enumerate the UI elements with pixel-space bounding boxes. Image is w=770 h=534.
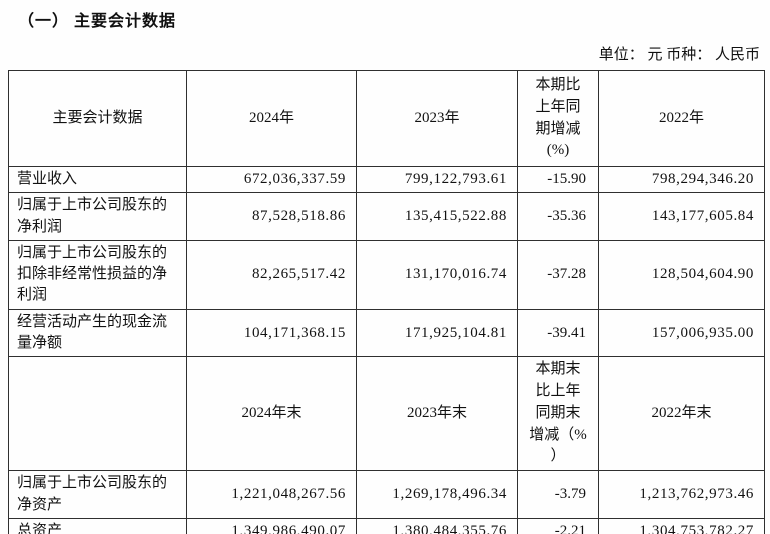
table-header-end-of-year: 2024年末 2023年末 本期末 比上年 同期末 增减（% ） 2022年末 xyxy=(8,356,765,472)
header-year-2022: 2022年 xyxy=(598,70,765,167)
row-label: 归属于上市公司股东的净资产 xyxy=(8,470,187,520)
table-header-annual: 主要会计数据 2024年 2023年 本期比 上年同 期增减 (%) 2022年 xyxy=(8,70,765,167)
value-yoy-pct: -37.28 xyxy=(517,239,599,310)
row-label: 经营活动产生的现金流量净额 xyxy=(8,308,187,358)
value-2022: 798,294,346.20 xyxy=(598,165,765,194)
value-2023: 799,122,793.61 xyxy=(356,165,518,194)
value-2024: 672,036,337.59 xyxy=(186,165,357,194)
value-2023: 1,380,484,355.76 xyxy=(356,518,518,534)
unit-currency-line: 单位： 元 币种： 人民币 xyxy=(598,47,760,63)
header-end-2024: 2024年末 xyxy=(186,356,357,472)
header-empty-cell xyxy=(8,356,187,472)
table-row-total-assets: 总资产 1,349,986,490.07 1,380,484,355.76 -2… xyxy=(8,518,765,534)
table-row-net-assets: 归属于上市公司股东的净资产 1,221,048,267.56 1,269,178… xyxy=(8,470,765,520)
value-2022: 143,177,605.84 xyxy=(598,192,765,241)
value-yoy-pct: -2.21 xyxy=(517,518,599,534)
table-row-net-profit: 归属于上市公司股东的净利润 87,528,518.86 135,415,522.… xyxy=(8,192,765,241)
value-yoy-pct: -15.90 xyxy=(517,165,599,194)
header-year-2024: 2024年 xyxy=(186,70,357,167)
value-2023: 135,415,522.88 xyxy=(356,192,518,241)
accounting-data-table: 主要会计数据 2024年 2023年 本期比 上年同 期增减 (%) 2022年… xyxy=(8,70,765,534)
value-2024: 82,265,517.42 xyxy=(186,239,357,310)
table-row-net-profit-excl-nonrecurring: 归属于上市公司股东的扣除非经常性损益的净利润 82,265,517.42 131… xyxy=(8,239,765,310)
row-label: 营业收入 xyxy=(8,165,187,194)
value-2022: 128,504,604.90 xyxy=(598,239,765,310)
value-yoy-pct: -35.36 xyxy=(517,192,599,241)
header-metric-label: 主要会计数据 xyxy=(8,70,187,167)
table-row-operating-cash-flow: 经营活动产生的现金流量净额 104,171,368.15 171,925,104… xyxy=(8,308,765,358)
value-2022: 1,213,762,973.46 xyxy=(598,470,765,520)
value-2022: 157,006,935.00 xyxy=(598,308,765,358)
header-end-2023: 2023年末 xyxy=(356,356,518,472)
row-label: 归属于上市公司股东的扣除非经常性损益的净利润 xyxy=(8,239,187,310)
value-2022: 1,304,753,782.27 xyxy=(598,518,765,534)
header-year-2023: 2023年 xyxy=(356,70,518,167)
row-label: 归属于上市公司股东的净利润 xyxy=(8,192,187,241)
value-2023: 1,269,178,496.34 xyxy=(356,470,518,520)
header-yoy-change-pct: 本期比 上年同 期增减 (%) xyxy=(517,70,599,167)
value-yoy-pct: -3.79 xyxy=(517,470,599,520)
header-end-2022: 2022年末 xyxy=(598,356,765,472)
value-2023: 171,925,104.81 xyxy=(356,308,518,358)
header-eoy-change-pct: 本期末 比上年 同期末 增减（% ） xyxy=(517,356,599,472)
value-yoy-pct: -39.41 xyxy=(517,308,599,358)
value-2023: 131,170,016.74 xyxy=(356,239,518,310)
value-2024: 1,349,986,490.07 xyxy=(186,518,357,534)
value-2024: 104,171,368.15 xyxy=(186,308,357,358)
value-2024: 1,221,048,267.56 xyxy=(186,470,357,520)
section-title: （一） 主要会计数据 xyxy=(18,13,177,30)
table-row-revenue: 营业收入 672,036,337.59 799,122,793.61 -15.9… xyxy=(8,165,765,194)
row-label: 总资产 xyxy=(8,518,187,534)
value-2024: 87,528,518.86 xyxy=(186,192,357,241)
